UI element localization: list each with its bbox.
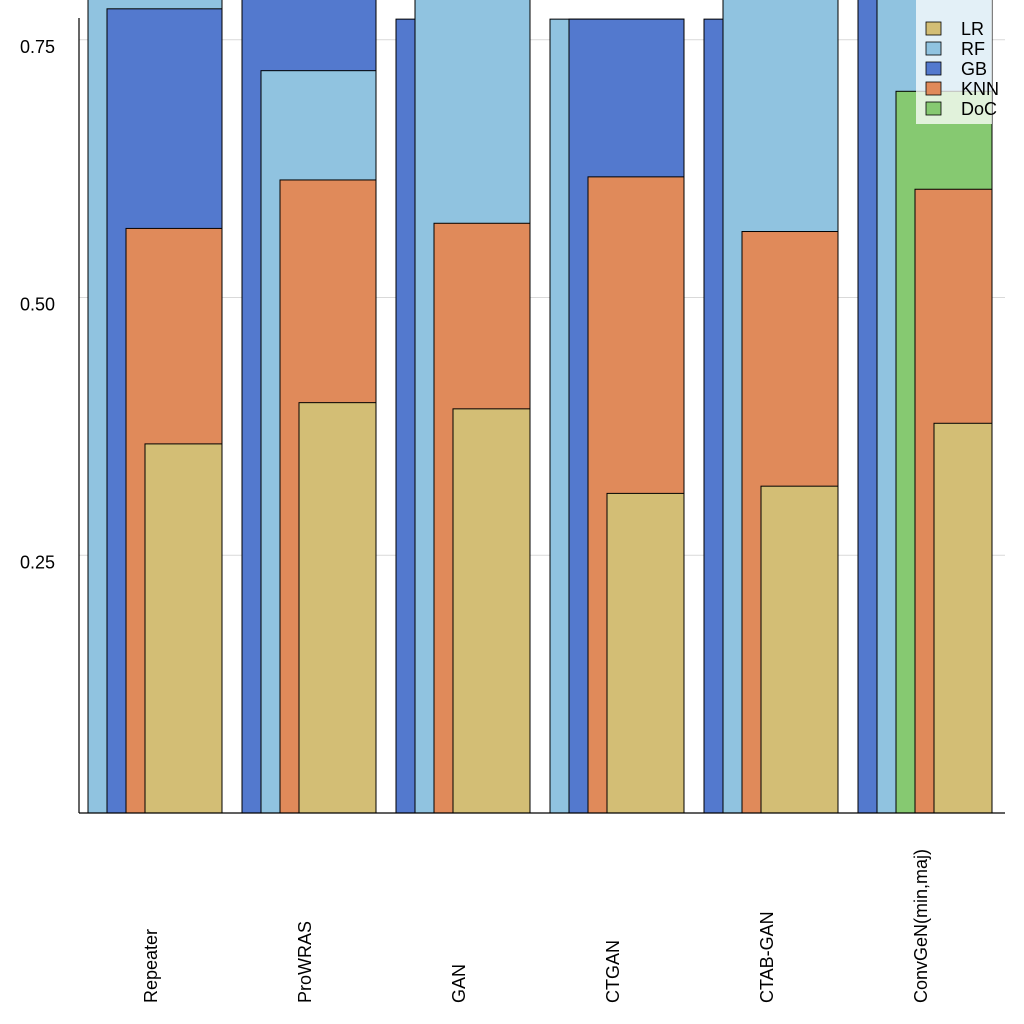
- bar-lr-2: [452, 408, 531, 813]
- x-tick-label: Repeater: [141, 929, 161, 1003]
- legend-label-gb: GB: [961, 59, 987, 79]
- bar-lr-1: [298, 402, 377, 813]
- x-tick-label: ProWRAS: [295, 921, 315, 1003]
- x-tick-label: ConvGeN(min,maj): [911, 849, 931, 1003]
- legend-label-lr: LR: [961, 19, 984, 39]
- y-tick-label: 0.50: [20, 295, 55, 315]
- y-tick-label: 0.75: [20, 37, 55, 57]
- legend-label-doc: DoC: [961, 99, 997, 119]
- bar-lr-4: [760, 485, 839, 813]
- bar-lr-5: [933, 422, 993, 813]
- y-tick-label: 0.25: [20, 552, 55, 572]
- legend-swatch-knn: [925, 81, 942, 96]
- bar-lr-0: [144, 443, 223, 813]
- legend-swatch-lr: [925, 21, 942, 36]
- x-tick-label: CTAB-GAN: [757, 911, 777, 1003]
- x-tick-label: CTGAN: [603, 940, 623, 1003]
- legend-label-knn: KNN: [961, 79, 999, 99]
- legend-label-rf: RF: [961, 39, 985, 59]
- x-tick-label: GAN: [449, 964, 469, 1003]
- bars-group: [87, 0, 993, 813]
- legend-swatch-gb: [925, 61, 942, 76]
- legend-swatch-doc: [925, 101, 942, 116]
- bar-lr-3: [606, 492, 685, 813]
- legend-swatch-rf: [925, 41, 942, 56]
